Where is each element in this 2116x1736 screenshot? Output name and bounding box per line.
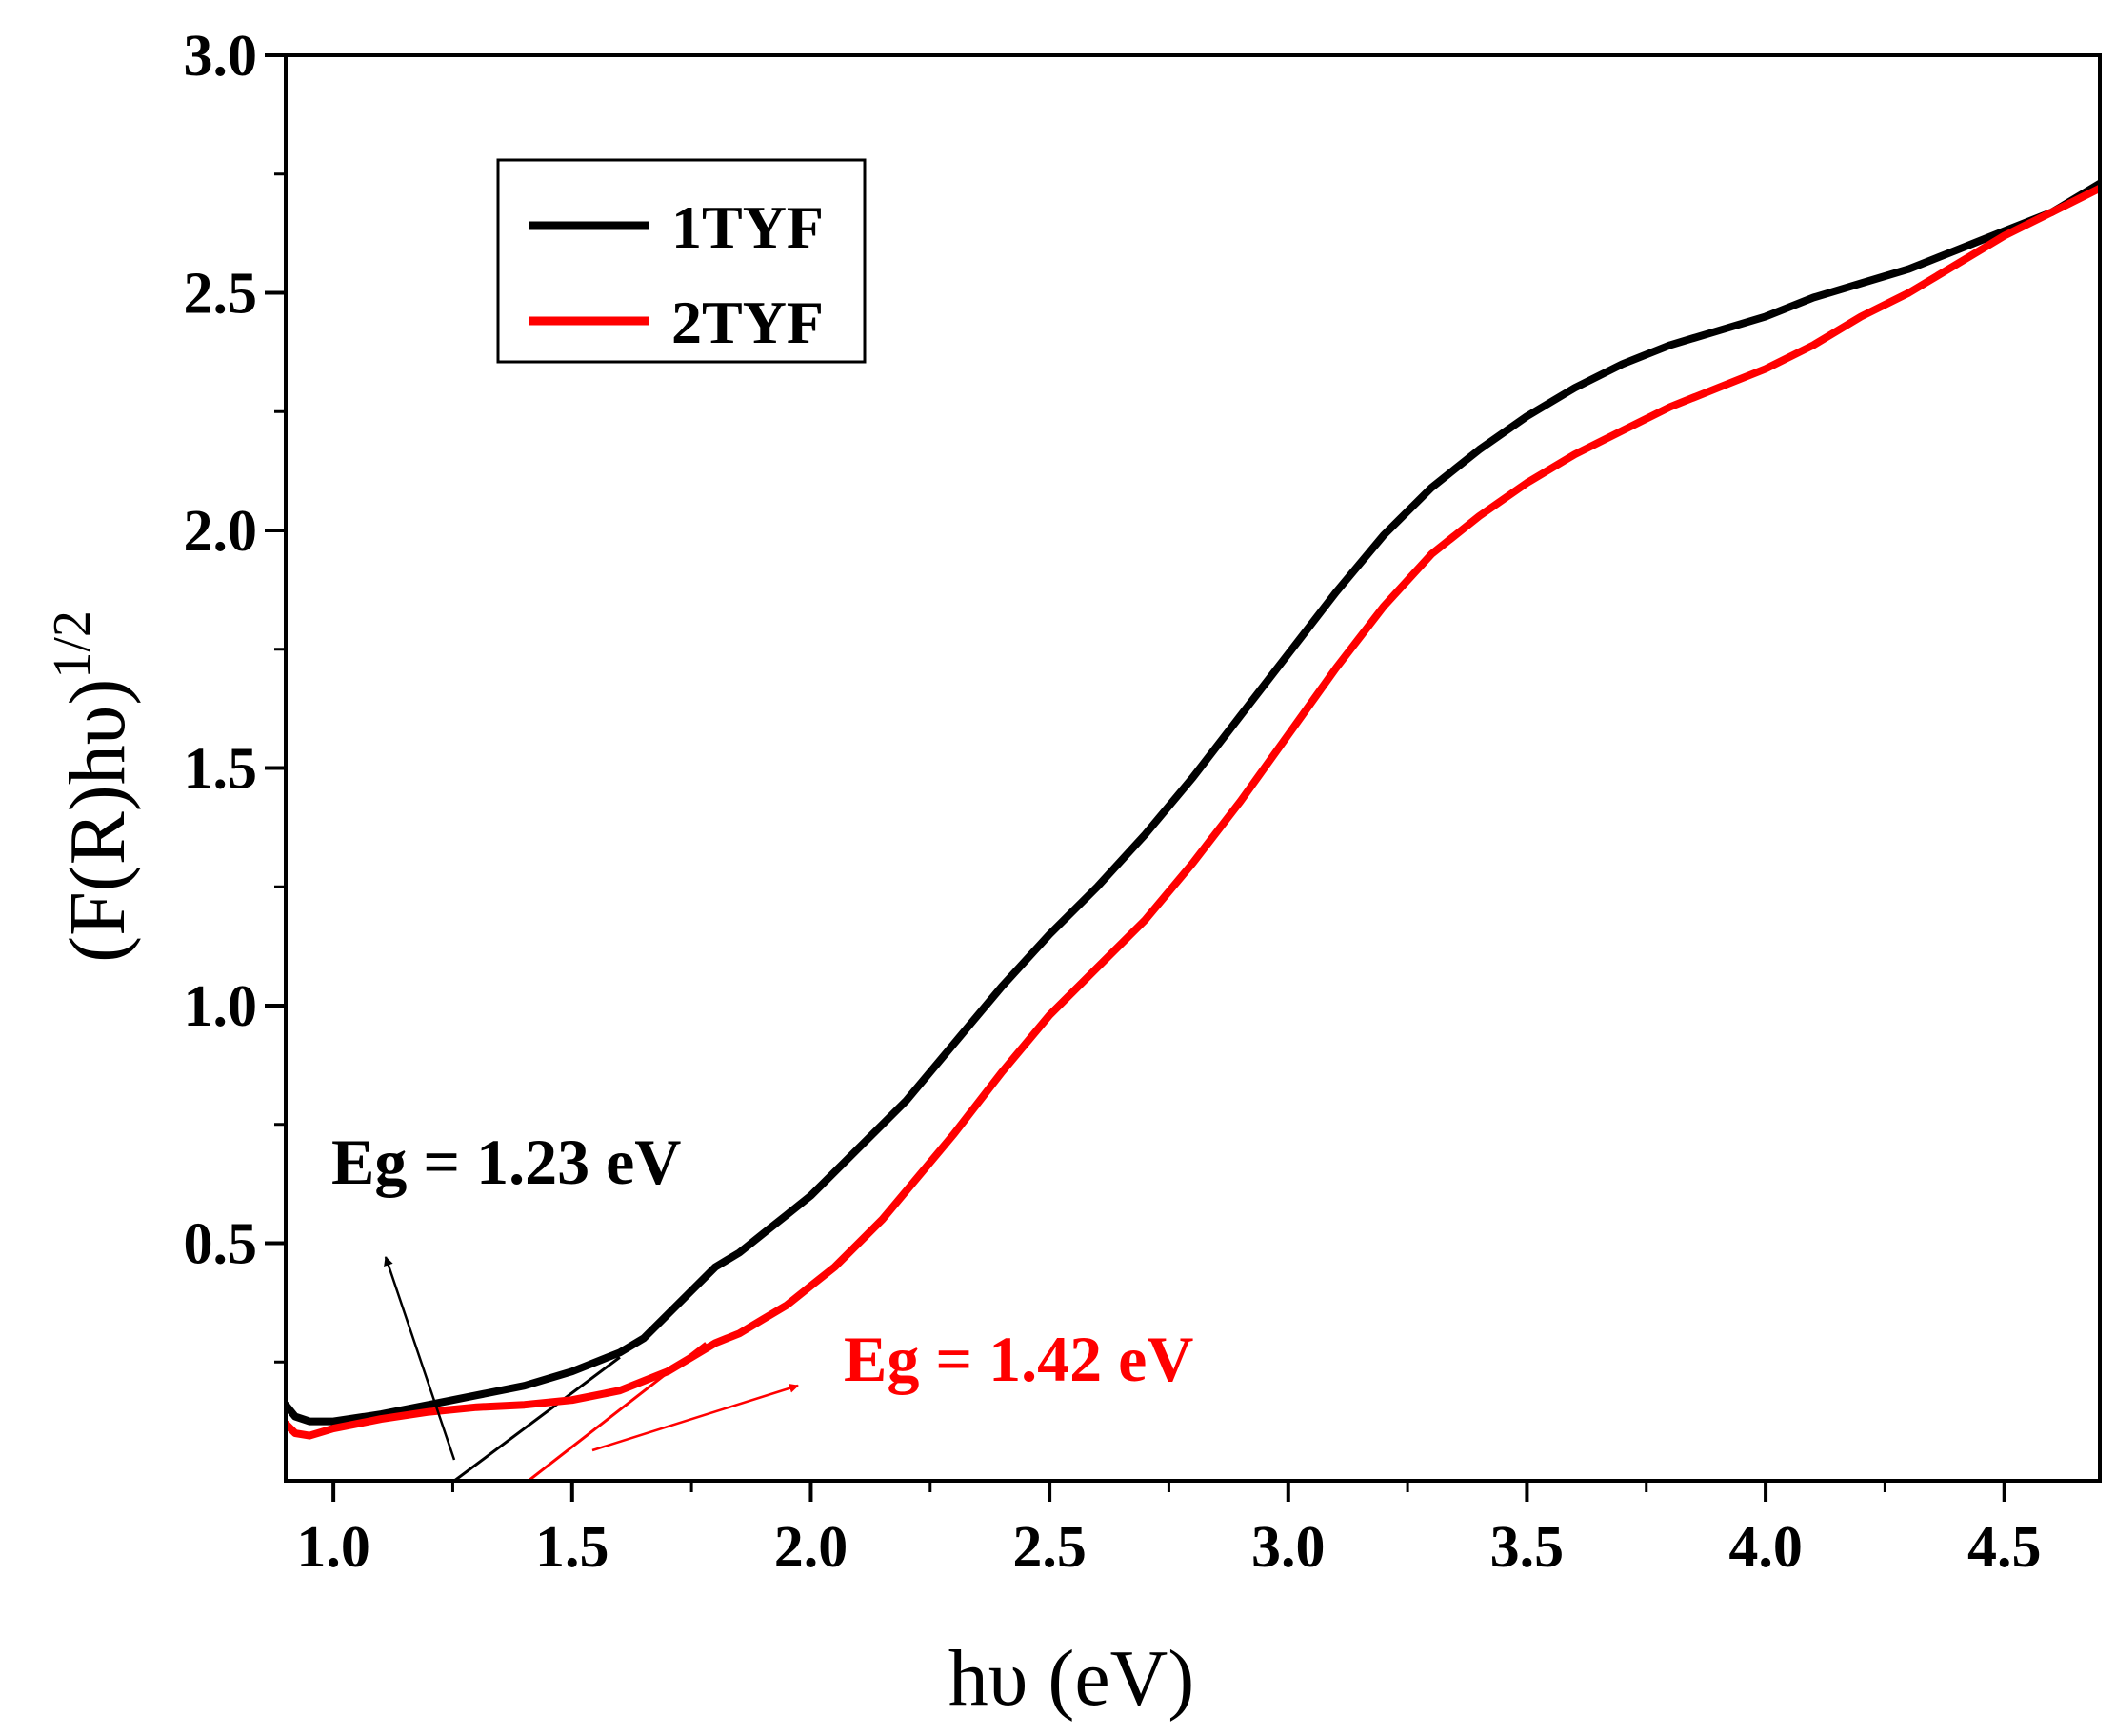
x-tick-label: 4.5 — [1967, 1515, 2042, 1580]
x-axis-title: hυ (eV) — [948, 1634, 1194, 1723]
x-tick-label: 2.5 — [1012, 1515, 1087, 1580]
x-tick-label: 2.0 — [774, 1515, 848, 1580]
series-line-1TYF — [286, 179, 2100, 1426]
annotation-arrow-1TYF — [384, 1256, 456, 1461]
y-axis-title-main: (F(R)hυ) — [53, 679, 142, 963]
legend-label-1TYF: 1TYF — [671, 193, 824, 261]
annotation-eg-1TYF: Eg = 1.23 eV — [331, 1126, 681, 1198]
y-tick-label: 2.5 — [184, 262, 258, 327]
y-tick-label: 2.0 — [184, 499, 258, 564]
legend-label-2TYF: 2TYF — [671, 289, 824, 356]
legend-box — [496, 158, 867, 364]
svg-text:(F(R)hυ)1/2: (F(R)hυ)1/2 — [43, 610, 142, 963]
x-tick-label: 4.0 — [1728, 1515, 1803, 1580]
y-tick-label: 3.0 — [184, 24, 258, 89]
y-axis-title: (F(R)hυ)1/2 — [43, 610, 142, 963]
y-tick-label: 0.5 — [184, 1212, 258, 1277]
legend: 1TYF 2TYF — [496, 158, 867, 364]
annotation-arrow-2TYF — [591, 1383, 799, 1452]
x-tick-label: 3.0 — [1251, 1515, 1326, 1580]
x-tick-label: 1.5 — [535, 1515, 609, 1580]
series-layer — [286, 179, 2100, 1440]
tangent-line-1TYF — [451, 1356, 621, 1481]
y-tick-label: 1.5 — [184, 737, 258, 802]
x-tick-label: 1.0 — [296, 1515, 370, 1580]
x-tick-label: 3.5 — [1490, 1515, 1565, 1580]
y-axis-ticks: 0.5 1.0 1.5 2.0 2.5 3.0 — [184, 24, 286, 1364]
series-line-2TYF — [286, 184, 2100, 1440]
y-tick-label: 1.0 — [184, 974, 258, 1039]
y-axis-title-sup: 1/2 — [43, 610, 102, 679]
tangent-lines — [451, 1342, 708, 1481]
x-axis-ticks: 1.0 1.5 2.0 2.5 3.0 3.5 4.0 4.5 — [296, 1481, 2041, 1580]
annotation-eg-2TYF: Eg = 1.42 eV — [844, 1323, 1193, 1395]
